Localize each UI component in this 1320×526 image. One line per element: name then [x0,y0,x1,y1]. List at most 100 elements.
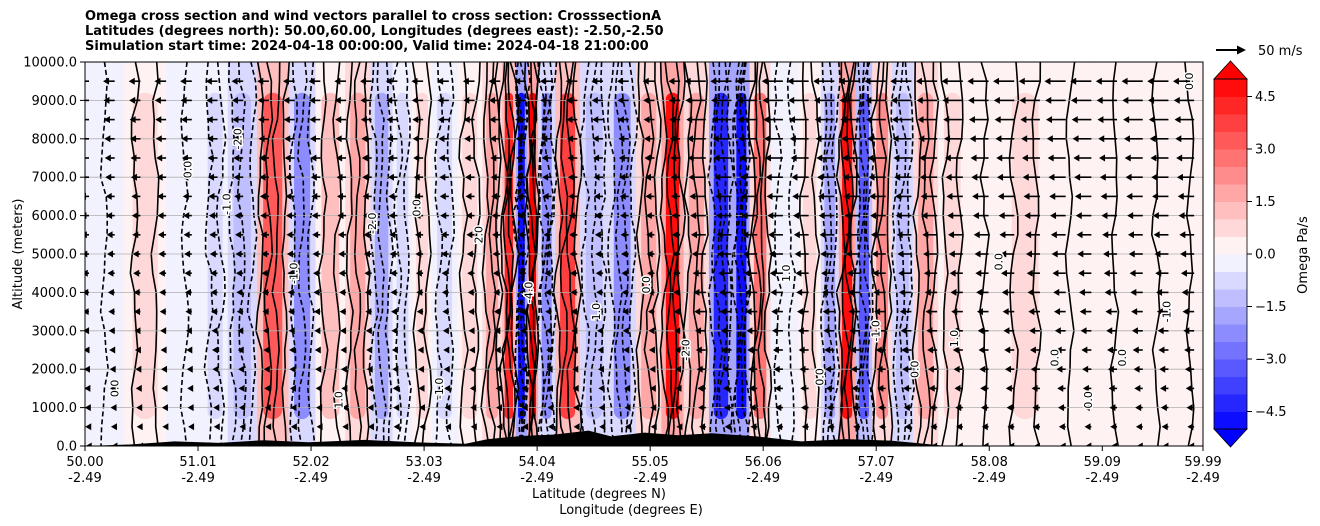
wind-vector-head [442,327,449,335]
wind-vector-head [239,442,246,446]
wind-vector-head [973,231,980,239]
wind-vector-head [417,327,424,335]
wind-vector-head [595,250,602,258]
wind-vector-head [311,192,318,200]
wind-vector-head [618,135,625,143]
wind-vector-head [394,442,401,446]
wind-vector-head [1077,250,1084,258]
wind-vector-head [1024,212,1031,220]
wind-vector-head [1134,384,1141,392]
wind-vector-head [690,212,697,220]
wind-vector-head [235,250,242,258]
wind-vector-head [572,365,579,373]
y-tick-label: 1000.0 [32,401,78,416]
wind-vector-head [445,442,452,446]
x-tick-label-lon: -2.49 [1186,471,1220,486]
wind-vector-head [392,365,399,373]
wind-vector-head [874,327,881,335]
wind-vector-head [669,116,676,124]
wind-vector-head [930,423,937,431]
wind-vector-head [571,346,578,354]
wind-vector-head [819,231,826,239]
wind-vector-head [467,288,474,296]
wind-vector-head [946,192,953,200]
wind-vector-head [415,250,422,258]
wind-vector-head [673,288,680,296]
wind-vector-head [180,96,187,104]
wind-vector-head [745,308,752,316]
wind-vector-head [1076,231,1083,239]
wind-vector-head [542,192,549,200]
wind-vector-head [976,288,983,296]
wind-vector-head [107,250,114,258]
wind-vector-head [442,308,449,316]
wind-vector-head [1008,442,1015,446]
wind-vector-head [464,135,471,143]
wind-vector-head [490,154,497,162]
wind-vector-head [687,135,694,143]
wind-vector-head [993,77,1000,85]
wind-vector-head [1156,288,1163,296]
wind-vector-head [776,442,783,446]
wind-vector-head [1021,135,1028,143]
wind-vector-head [818,212,825,220]
wind-vector-head [668,77,675,85]
wind-vector-head [494,327,501,335]
wind-vector-head [134,308,141,316]
wind-vector-head [548,442,555,446]
wind-vector-head [1188,442,1195,446]
wind-vector-head [184,269,191,277]
wind-vector-head [1020,116,1027,124]
wind-vector-head [441,250,448,258]
wind-vector-head [699,442,706,446]
wind-vector-head [334,96,341,104]
wind-vector-head [597,365,604,373]
wind-vector-head [342,442,349,446]
wind-vector-head [1148,96,1155,104]
colorbar: 4.5 3.0 1.5 0.0 −1.5 −3.0 −4.5 [1213,60,1287,448]
wind-vector-head [444,404,451,412]
wind-vector-head [262,308,269,316]
wind-vector-head [471,442,478,446]
wind-vector-head [339,288,346,296]
wind-vector-head [154,77,161,85]
wind-vector-head [186,346,193,354]
colorbar-segment [1214,236,1247,255]
wind-vector-head [573,404,580,412]
wind-vector-head [287,269,294,277]
wind-vector-head [340,365,347,373]
wind-vector-head [1054,308,1061,316]
wind-vector-head [489,116,496,124]
wind-vector-head [85,250,88,258]
wind-vector-head [386,96,393,104]
wind-vector-head [309,116,316,124]
wind-vector-head [103,116,110,124]
wind-vector-head [205,77,212,85]
wind-vector-head [1123,135,1130,143]
wind-vector-head [210,288,217,296]
wind-vector-head [135,384,142,392]
wind-vector-head [414,231,421,239]
y-tick-label: 3000.0 [32,324,78,339]
wind-vector-head [597,346,604,354]
wind-vector-head [800,384,807,392]
colorbar-segment [1214,289,1247,307]
wind-vector-head [994,116,1001,124]
wind-vector-head [921,212,928,220]
wind-vector-head [181,116,188,124]
colorbar-segment [1214,254,1247,272]
wind-vector-head [136,404,143,412]
wind-vector-head [1158,346,1165,354]
wind-vector-head [130,154,137,162]
wind-vector-head [1099,173,1106,181]
wind-vector-head [314,346,321,354]
wind-vector-head [748,365,755,373]
wind-vector-head [853,423,860,431]
colorbar-segment [1214,341,1247,360]
wind-vector-head [1028,308,1035,316]
wind-vector-head [891,96,898,104]
wind-vector-head [131,192,138,200]
quiver-key-arrowhead-icon [1237,45,1246,55]
omega-core [918,92,934,420]
wind-vector-head [1128,250,1135,258]
